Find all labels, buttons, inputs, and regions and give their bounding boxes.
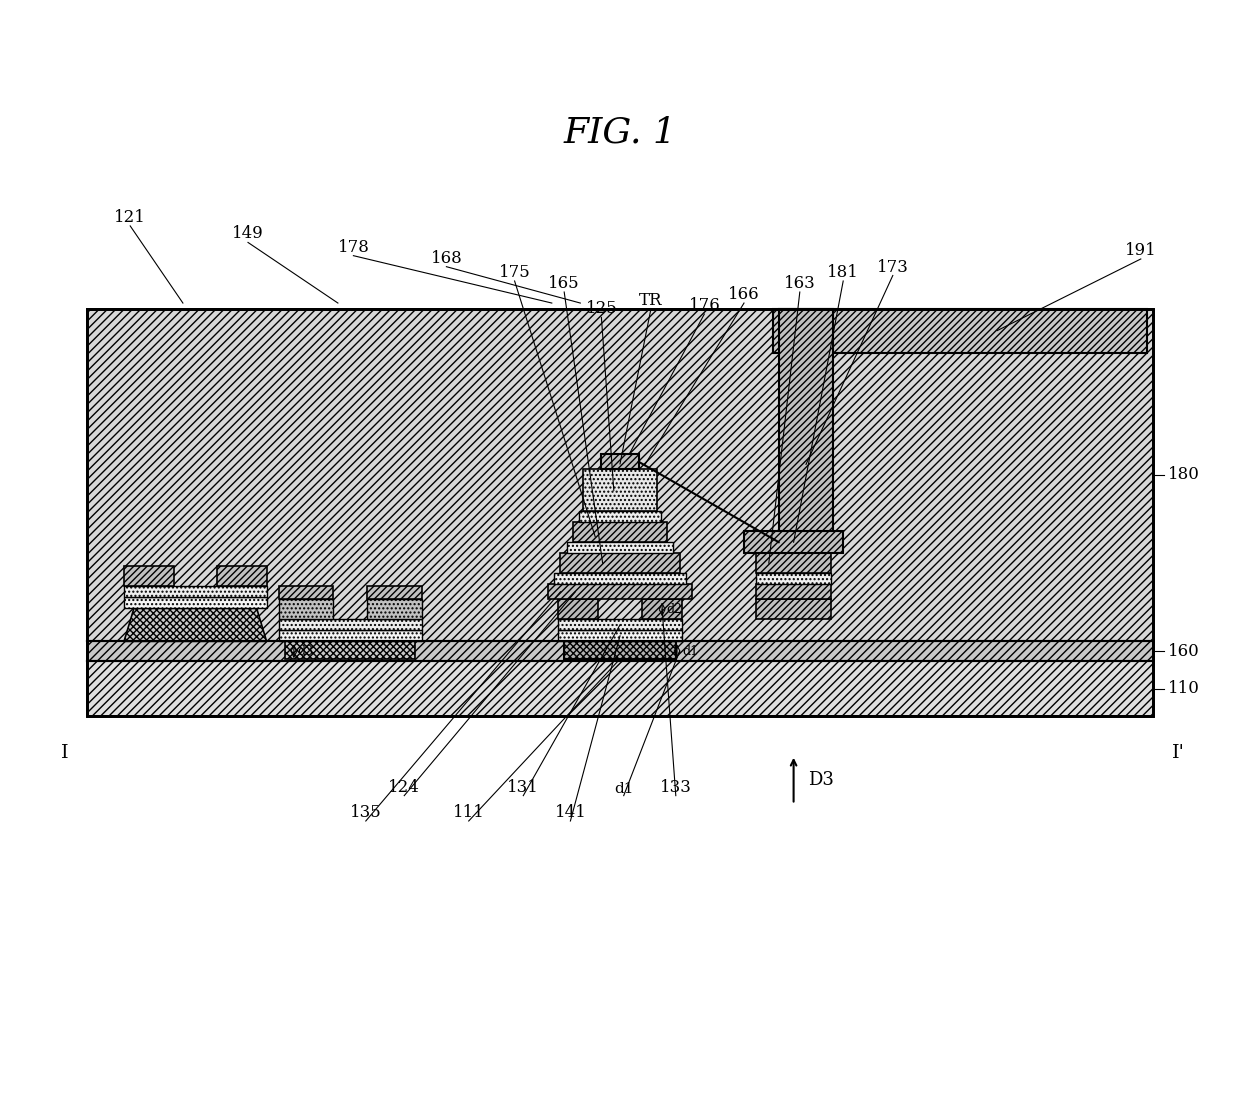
Bar <box>558 630 682 641</box>
Bar <box>642 599 682 619</box>
Bar <box>756 553 831 573</box>
Text: 111: 111 <box>453 804 485 821</box>
Text: 160: 160 <box>1168 642 1200 660</box>
Bar <box>560 553 680 573</box>
Text: FIG. 1: FIG. 1 <box>563 116 677 149</box>
Text: 133: 133 <box>660 779 692 796</box>
Text: 176: 176 <box>688 298 720 314</box>
Bar <box>779 309 833 531</box>
Text: 173: 173 <box>877 259 909 276</box>
Bar <box>279 630 422 641</box>
Bar <box>567 542 673 553</box>
Text: 166: 166 <box>728 287 760 303</box>
Bar <box>558 619 682 630</box>
Text: d3: d3 <box>298 645 314 658</box>
Bar <box>124 566 174 586</box>
Text: 168: 168 <box>430 250 463 267</box>
Bar <box>756 573 831 584</box>
Bar <box>124 586 267 597</box>
Bar <box>367 599 422 619</box>
Text: 124: 124 <box>388 779 420 796</box>
Text: TR: TR <box>640 292 662 309</box>
Text: 175: 175 <box>498 264 531 281</box>
Text: 125: 125 <box>585 301 618 317</box>
Bar <box>124 597 267 608</box>
Text: 135: 135 <box>350 804 382 821</box>
Text: 165: 165 <box>548 276 580 292</box>
Text: 180: 180 <box>1168 466 1200 484</box>
Text: 149: 149 <box>232 226 264 242</box>
Bar <box>87 641 1153 661</box>
Bar <box>773 309 1147 353</box>
Bar <box>573 522 667 542</box>
Text: 181: 181 <box>827 264 859 281</box>
Text: 178: 178 <box>337 239 370 256</box>
Bar <box>87 309 1153 716</box>
Text: d2: d2 <box>666 603 682 616</box>
Bar <box>558 599 598 619</box>
Bar <box>744 531 843 553</box>
Bar <box>87 309 1153 716</box>
Bar <box>564 641 676 659</box>
Bar <box>367 586 422 599</box>
Bar <box>548 584 692 599</box>
Bar <box>279 619 422 630</box>
Bar <box>756 599 831 619</box>
Bar <box>579 511 661 522</box>
Bar <box>217 566 267 586</box>
Text: I: I <box>61 744 68 761</box>
Bar <box>87 661 1153 716</box>
Polygon shape <box>124 608 267 641</box>
Text: 121: 121 <box>114 209 146 226</box>
Bar <box>285 641 415 659</box>
Bar <box>554 573 686 584</box>
Text: 110: 110 <box>1168 680 1200 698</box>
Text: I': I' <box>1172 744 1184 761</box>
Text: 141: 141 <box>554 804 587 821</box>
Bar <box>279 586 334 599</box>
Text: d1: d1 <box>682 645 698 658</box>
Text: 131: 131 <box>507 779 539 796</box>
Text: d1: d1 <box>614 781 634 796</box>
Bar <box>601 454 639 469</box>
Bar <box>756 584 831 599</box>
Text: 191: 191 <box>1125 242 1157 259</box>
Bar <box>87 309 1153 641</box>
Text: D3: D3 <box>808 770 835 789</box>
Text: 163: 163 <box>784 276 816 292</box>
Bar <box>583 469 657 511</box>
Bar <box>279 599 334 619</box>
